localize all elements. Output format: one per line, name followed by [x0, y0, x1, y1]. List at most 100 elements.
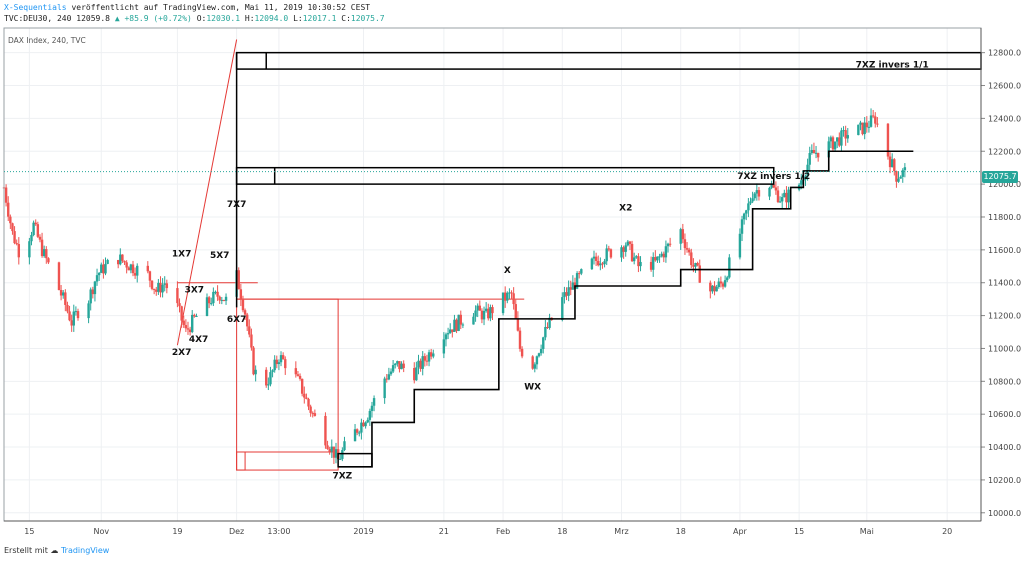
black-low-box [337, 452, 373, 468]
candle-body [816, 152, 820, 158]
candle-body [895, 171, 898, 182]
candle-body [605, 248, 608, 262]
candle-body [324, 415, 327, 446]
tradingview-link[interactable]: TradingView [60, 546, 110, 555]
candle-body [755, 190, 759, 194]
candle-body [273, 359, 276, 371]
candle-body [876, 123, 879, 125]
candle-body [810, 149, 814, 154]
high-label: H: [244, 14, 255, 23]
y-tick-label: 12200.0 [988, 147, 1021, 156]
candle-body [531, 356, 534, 369]
candle-body [446, 333, 450, 335]
candle-body [250, 334, 253, 348]
candle-body [660, 253, 663, 257]
candle-body [413, 368, 416, 381]
x-tick-label: Mrz [614, 527, 628, 536]
candle-body [429, 352, 433, 357]
candle-body [814, 152, 818, 154]
candle-body [628, 241, 632, 244]
annotation-label: X [504, 266, 511, 276]
candle-body [157, 282, 160, 292]
candle-body [131, 264, 135, 274]
annotation-label: 7XZ invers 1/2 [737, 172, 810, 182]
candle-body [218, 296, 221, 301]
x-tick-label: 21 [439, 527, 449, 536]
candle-body [747, 203, 750, 211]
candle-body [510, 292, 513, 294]
candle-body [425, 360, 429, 362]
candle-body [594, 256, 598, 261]
candle-body [355, 429, 359, 433]
candle-body [277, 362, 281, 365]
symbol-label: TVC:DEU30, 240 [4, 14, 72, 23]
candle-body [391, 365, 395, 372]
candle-body [387, 374, 391, 380]
candle-body [34, 222, 37, 225]
candle-body [757, 190, 761, 197]
candle-body [358, 432, 361, 434]
candle-body [237, 270, 240, 290]
candle-body [719, 281, 723, 284]
candle-body [360, 422, 363, 433]
candle-body [728, 257, 731, 278]
x-tick-label: Apr [733, 527, 748, 536]
candle-body [652, 257, 655, 270]
candle-body [224, 296, 228, 301]
candle-body [472, 316, 475, 325]
candle-body [455, 319, 458, 331]
candle-body [195, 315, 198, 317]
candle-body [398, 361, 401, 370]
candle-body [370, 405, 374, 411]
candle-body [245, 314, 249, 327]
candle-body [254, 369, 257, 375]
footer-prefix: Erstellt mit [4, 546, 48, 555]
candle-body [241, 299, 245, 311]
candle-body [620, 247, 623, 258]
annotation-label: 5X7 [210, 251, 229, 261]
candle-body [182, 320, 185, 326]
candle-body [846, 135, 849, 139]
candle-body [575, 273, 579, 289]
last-price-label: 12075.7 [982, 171, 1018, 183]
candle-body [265, 369, 268, 386]
candle-body [45, 249, 48, 259]
candle-body [281, 355, 285, 360]
candle-body [776, 190, 780, 203]
candle-body [863, 122, 866, 135]
red-box [236, 298, 339, 471]
candle-body [161, 284, 164, 293]
candle-body [214, 291, 217, 293]
candle-body [740, 219, 744, 234]
candle-body [216, 291, 219, 297]
candle-body [102, 264, 105, 274]
candle-body [778, 201, 782, 203]
candle-body [484, 308, 488, 311]
annotation-label: 2X7 [172, 348, 191, 358]
candle-body [313, 413, 317, 416]
candle-body [451, 329, 454, 332]
candle-body [239, 289, 243, 300]
candle-body [518, 330, 522, 349]
candle-body [275, 359, 278, 365]
candle-body [449, 329, 452, 334]
candle-body [68, 311, 71, 321]
candle-body [389, 371, 393, 375]
candle-body [503, 292, 507, 301]
publisher-link[interactable]: X-Sequentials [4, 3, 67, 12]
candle-body [133, 273, 137, 276]
candle-body [844, 130, 847, 139]
candle-body [298, 375, 302, 379]
candle-body [155, 289, 158, 292]
y-tick-label: 10200.0 [988, 476, 1021, 485]
candle-body [785, 192, 788, 203]
candle-body [698, 265, 701, 283]
candle-body [774, 187, 778, 191]
candle-body [267, 384, 270, 386]
candle-body [307, 398, 310, 407]
candle-body [368, 410, 372, 420]
candle-body [93, 281, 97, 295]
x-tick-label: Dez [229, 527, 244, 536]
candle-body [563, 292, 566, 298]
